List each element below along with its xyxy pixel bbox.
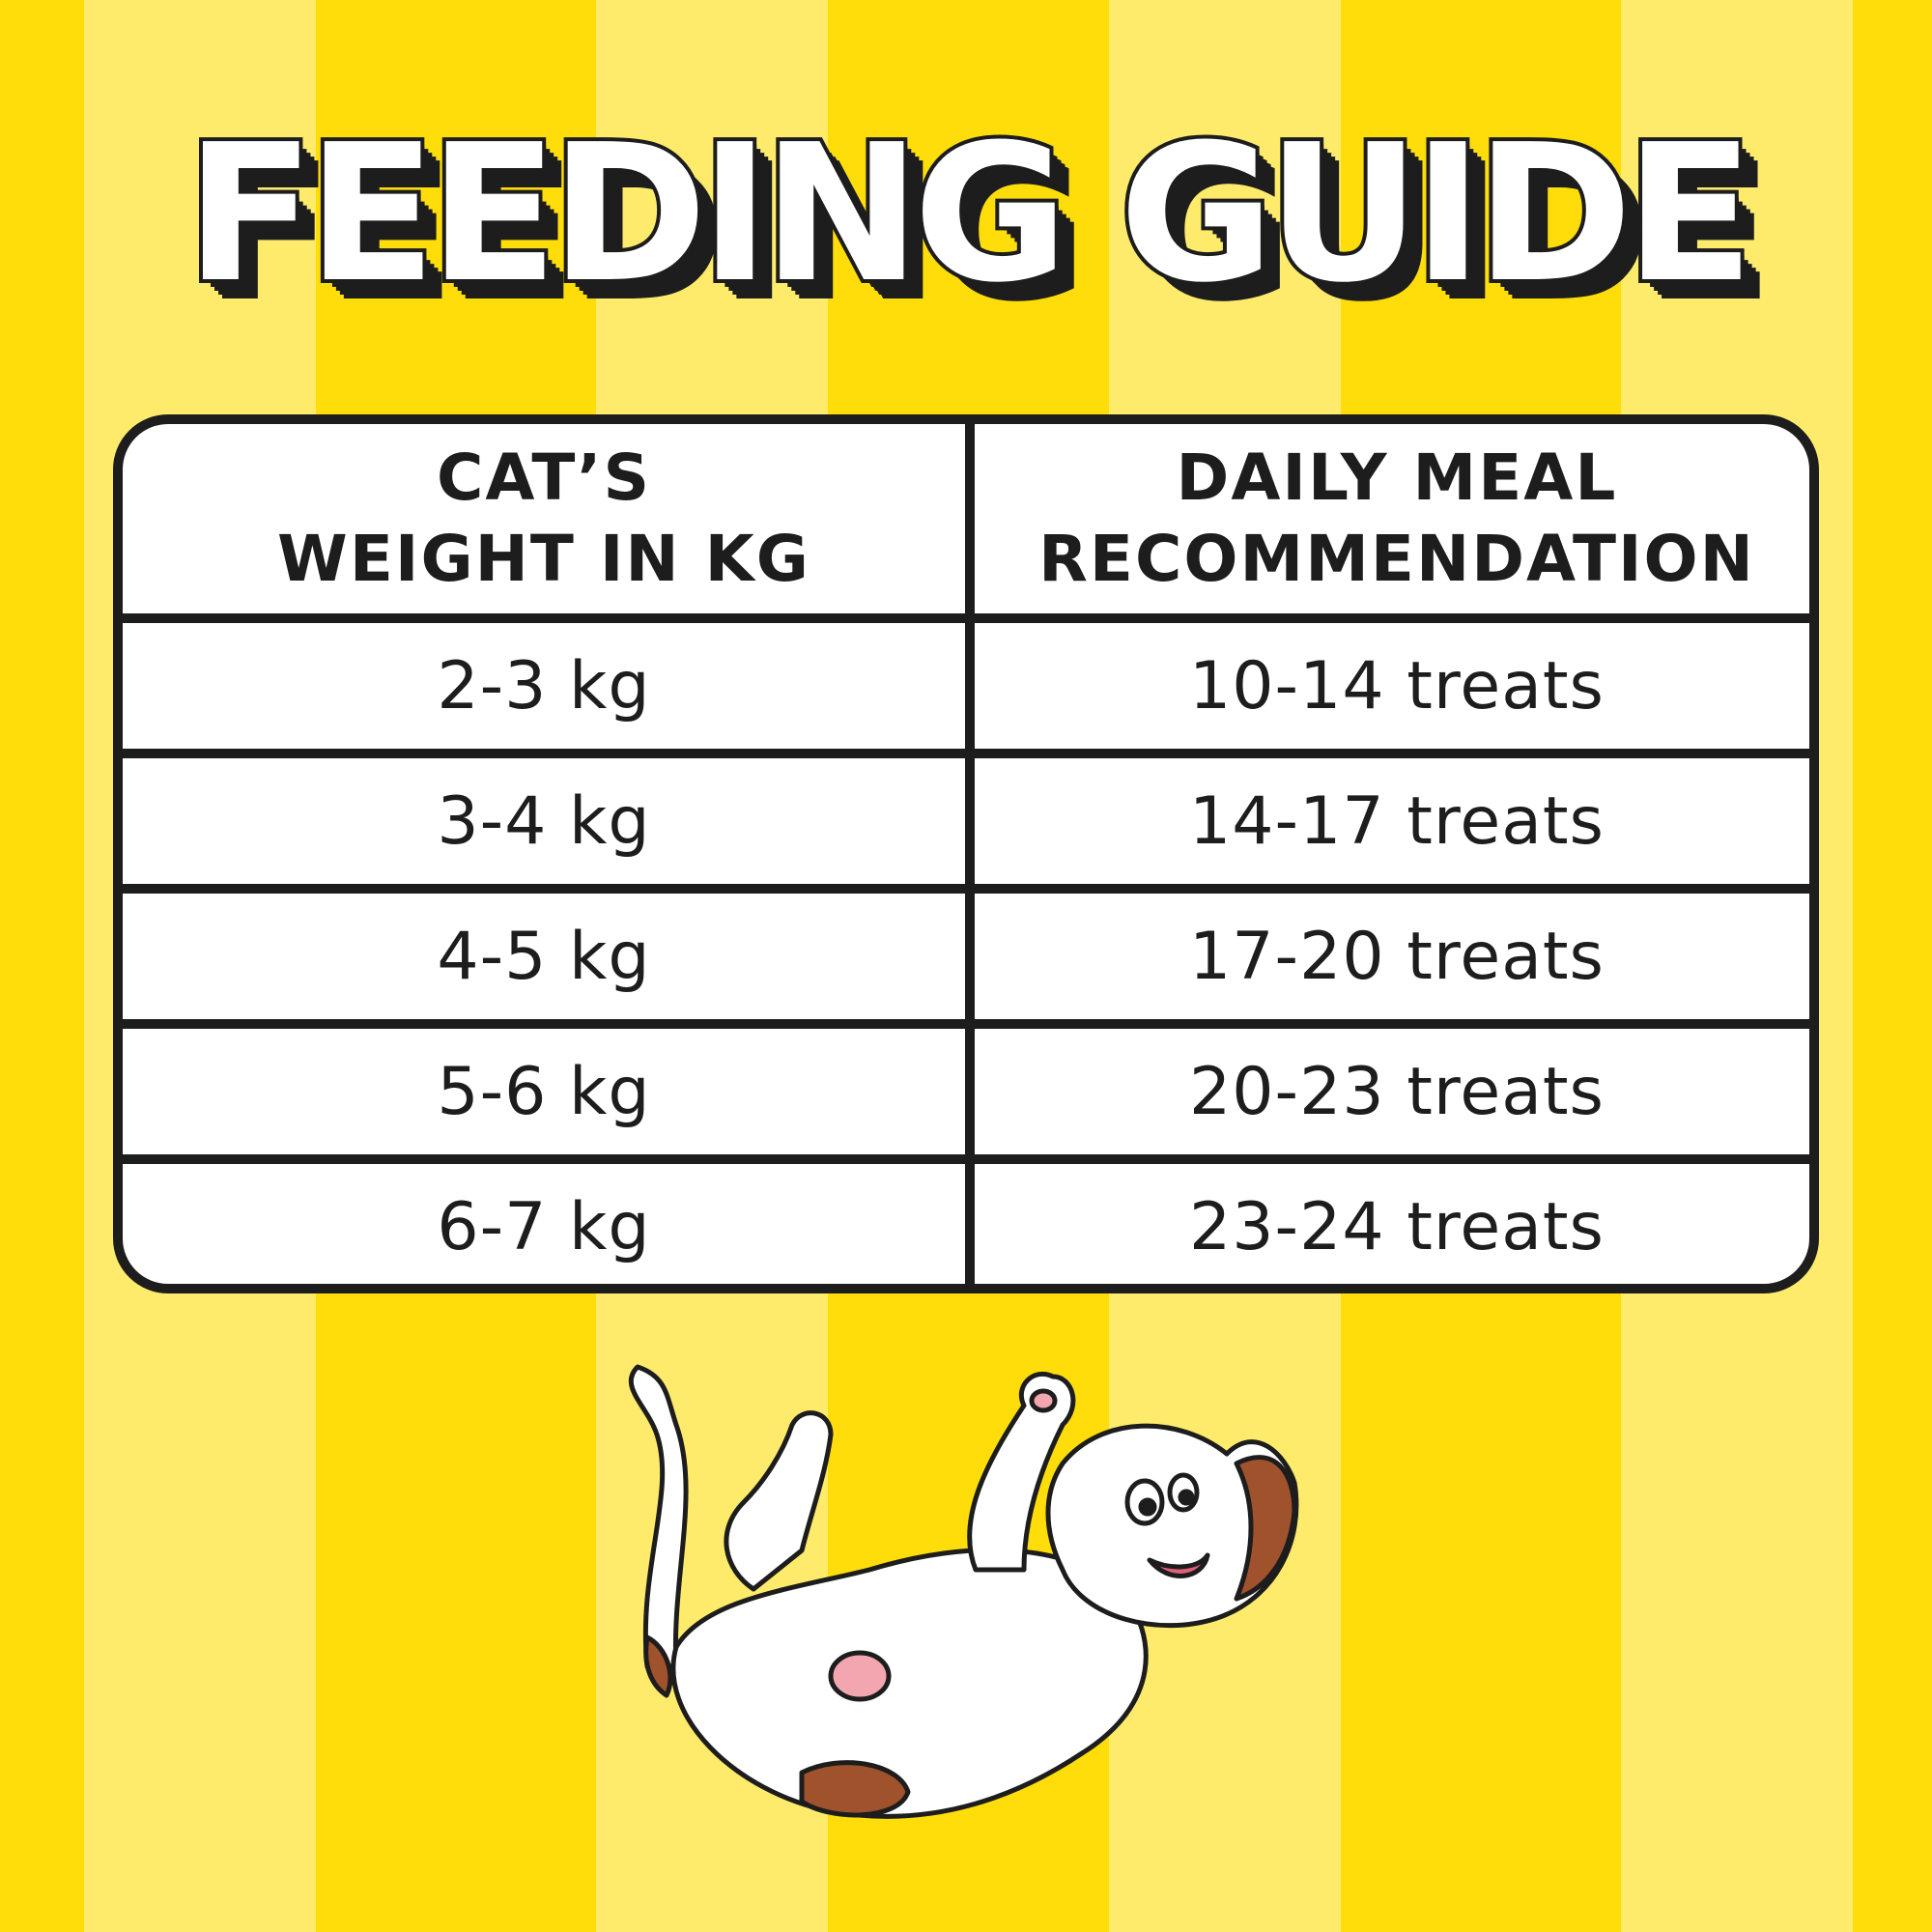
header-meal: DAILY MEAL RECOMMENDATION — [975, 424, 1809, 613]
table-row: 6-7 kg 23-24 treats — [123, 1164, 1809, 1284]
cat-tail — [628, 1364, 689, 1669]
cat-body — [670, 1548, 1149, 1819]
header-weight-line2: WEIGHT IN KG — [277, 522, 810, 596]
weight-cell: 4-5 kg — [437, 918, 651, 995]
weight-cell: 3-4 kg — [437, 782, 651, 860]
cat-front-leg — [967, 1371, 1076, 1573]
table-row: 5-6 kg 20-23 treats — [123, 1029, 1809, 1154]
header-meal-line2: RECOMMENDATION — [1038, 522, 1755, 596]
feeding-table: CAT’S WEIGHT IN KG DAILY MEAL RECOMMENDA… — [113, 414, 1819, 1293]
table-row: 2-3 kg 10-14 treats — [123, 623, 1809, 749]
header-weight: CAT’S WEIGHT IN KG — [123, 424, 965, 613]
header-meal-line1: DAILY MEAL — [1176, 440, 1618, 515]
cat-illustration — [628, 1364, 1299, 1819]
cat-hind-leg — [724, 1410, 834, 1592]
cat-spot — [799, 1760, 911, 1818]
weight-cell: 6-7 kg — [437, 1188, 651, 1265]
weight-cell: 2-3 kg — [437, 647, 651, 724]
meal-cell: 20-23 treats — [1189, 1053, 1605, 1130]
header-weight-line1: CAT’S — [436, 440, 652, 515]
cat-tongue — [1147, 1552, 1210, 1578]
table-header-row: CAT’S WEIGHT IN KG DAILY MEAL RECOMMENDA… — [123, 424, 1809, 613]
cat-paw-pad — [1029, 1388, 1058, 1413]
meal-cell: 10-14 treats — [1189, 647, 1605, 724]
meal-cell: 23-24 treats — [1189, 1188, 1605, 1265]
column-divider — [965, 424, 975, 1284]
cat-belly-paw — [828, 1650, 892, 1702]
table-row: 3-4 kg 14-17 treats — [123, 758, 1809, 884]
meal-cell: 17-20 treats — [1189, 918, 1605, 995]
cat-ear-patch — [1234, 1455, 1297, 1602]
weight-cell: 5-6 kg — [437, 1053, 651, 1130]
cat-spot — [643, 1634, 673, 1698]
table-row: 4-5 kg 17-20 treats — [123, 894, 1809, 1019]
meal-cell: 14-17 treats — [1189, 782, 1605, 860]
page-title: FEEDING GUIDE — [182, 100, 1758, 328]
cat-head — [1045, 1423, 1299, 1629]
